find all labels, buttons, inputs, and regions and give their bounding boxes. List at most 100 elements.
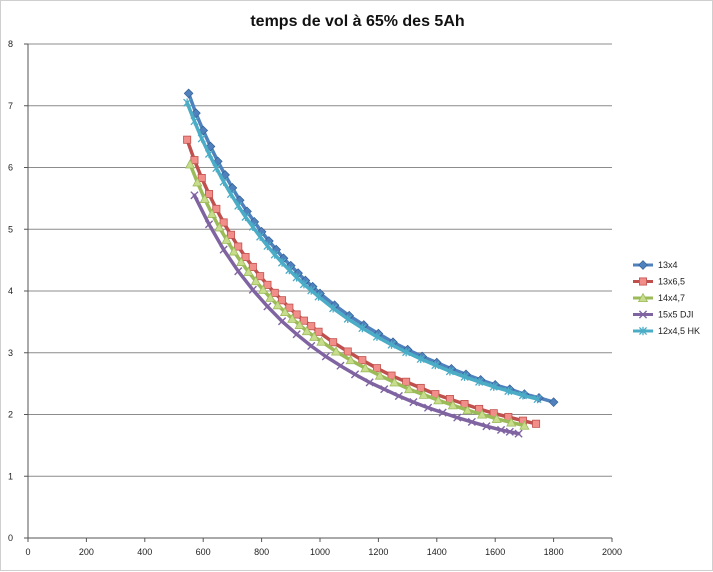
data-point-3-19: [316, 336, 327, 346]
axes: 0 1 2 3 4 5 6 7 8 0 200 400 600 800 1000 1200 1400 1600 18…: [8, 39, 622, 557]
y-tick-label-2: 2: [8, 410, 13, 420]
data-point-2-2: [190, 156, 199, 165]
y-tick-label-7: 7: [8, 101, 13, 111]
data-point-4-14: [380, 385, 389, 394]
data-point-5-17: [299, 280, 308, 289]
legend-marker-1: [638, 260, 648, 270]
data-point-2-25: [402, 377, 411, 386]
data-point-4-24: [514, 429, 523, 438]
x-tick-label-400: 400: [137, 547, 152, 557]
data-point-5-20: [329, 304, 338, 313]
x-tick-label-1000: 1000: [310, 547, 330, 557]
series-4: [190, 191, 523, 438]
data-point-3-4: [206, 208, 218, 218]
data-point-5-6: [219, 177, 228, 186]
data-point-3-30: [476, 409, 488, 419]
data-point-5-30: [475, 377, 484, 386]
data-point-2-21: [343, 347, 352, 356]
y-tick-label-6: 6: [8, 163, 13, 173]
legend-marker-4: [638, 310, 648, 319]
data-point-3-28: [447, 400, 458, 410]
legend-label-1: 13x4: [658, 260, 678, 270]
data-point-5-1: [183, 98, 192, 107]
data-point-2-14: [278, 296, 287, 305]
data-point-2-5: [212, 204, 221, 213]
data-point-3-13: [272, 299, 283, 310]
legend-label-5: 12x4,5 HK: [658, 326, 700, 336]
x-tick-label-800: 800: [254, 547, 269, 557]
data-point-2-1: [183, 135, 192, 144]
data-point-3-33: [519, 420, 530, 430]
data-point-5-33: [518, 391, 527, 400]
data-point-4-11: [336, 361, 345, 370]
data-point-2-7: [226, 230, 235, 239]
data-point-5-14: [277, 258, 287, 267]
x-tick-label-600: 600: [196, 547, 211, 557]
x-tick-label-200: 200: [79, 547, 94, 557]
data-point-3-25: [403, 383, 415, 394]
y-tick-label-3: 3: [8, 348, 13, 358]
data-point-4-18: [438, 408, 447, 417]
data-point-5-27: [431, 360, 440, 370]
data-point-3-31: [491, 413, 502, 423]
data-point-5-12: [263, 241, 272, 251]
series-5: [183, 98, 542, 404]
data-point-5-5: [212, 163, 221, 173]
data-point-3-32: [506, 417, 517, 427]
data-point-2-34: [532, 419, 541, 428]
data-point-2-15: [285, 303, 294, 312]
data-point-3-8: [236, 256, 247, 266]
data-point-4-19: [453, 413, 462, 422]
x-tick-label-1200: 1200: [368, 547, 388, 557]
data-point-2-11: [256, 272, 265, 281]
data-point-3-1: [184, 159, 196, 169]
y-tick-label-4: 4: [8, 286, 13, 296]
data-point-4-22: [496, 425, 506, 435]
data-point-5-9: [241, 212, 250, 222]
data-point-2-6: [219, 218, 228, 227]
data-point-4-21: [482, 422, 491, 431]
legend-marker-3: [637, 292, 649, 303]
data-point-4-5: [248, 285, 257, 294]
data-point-5-31: [489, 382, 498, 391]
x-tick-label-1800: 1800: [544, 547, 564, 557]
data-point-4-12: [350, 370, 360, 379]
data-point-4-13: [365, 378, 374, 387]
data-point-5-18: [307, 286, 316, 295]
data-point-4-3: [219, 245, 228, 254]
data-point-3-23: [374, 370, 385, 380]
data-point-4-10: [321, 352, 330, 361]
data-point-5-25: [402, 347, 411, 357]
data-point-1-5: [212, 156, 223, 167]
data-point-5-11: [256, 232, 265, 241]
data-point-1-3: [198, 125, 209, 136]
data-point-5-3: [197, 134, 206, 143]
data-point-4-4: [234, 267, 243, 276]
data-point-2-26: [416, 383, 425, 392]
data-point-3-15: [287, 313, 298, 323]
legend: 13x4 13x6,5 14x4,7 15x5 DJI 12x4,5 HK: [633, 260, 700, 336]
legend-label-3: 14x4,7: [658, 293, 685, 303]
y-tick-label-5: 5: [8, 224, 13, 234]
y-tick-label-0: 0: [8, 533, 13, 543]
data-point-2-3: [197, 173, 206, 182]
data-point-5-4: [204, 149, 214, 159]
series-group: [183, 88, 559, 438]
data-point-5-2: [190, 116, 199, 126]
data-point-4-2: [204, 220, 214, 229]
data-point-4-16: [409, 398, 418, 407]
data-point-5-24: [387, 340, 396, 349]
data-point-5-15: [285, 265, 294, 275]
data-point-4-9: [307, 341, 316, 351]
data-point-3-18: [309, 331, 320, 341]
data-point-3-11: [257, 284, 269, 294]
legend-marker-5: [638, 326, 648, 336]
data-point-3-17: [301, 325, 312, 336]
data-point-5-29: [460, 372, 469, 382]
data-point-5-22: [358, 323, 367, 333]
data-point-2-22: [358, 356, 367, 365]
data-point-3-20: [330, 346, 342, 356]
data-point-2-10: [248, 262, 257, 271]
data-point-2-23: [372, 364, 381, 373]
x-tick-label-1400: 1400: [427, 547, 447, 557]
